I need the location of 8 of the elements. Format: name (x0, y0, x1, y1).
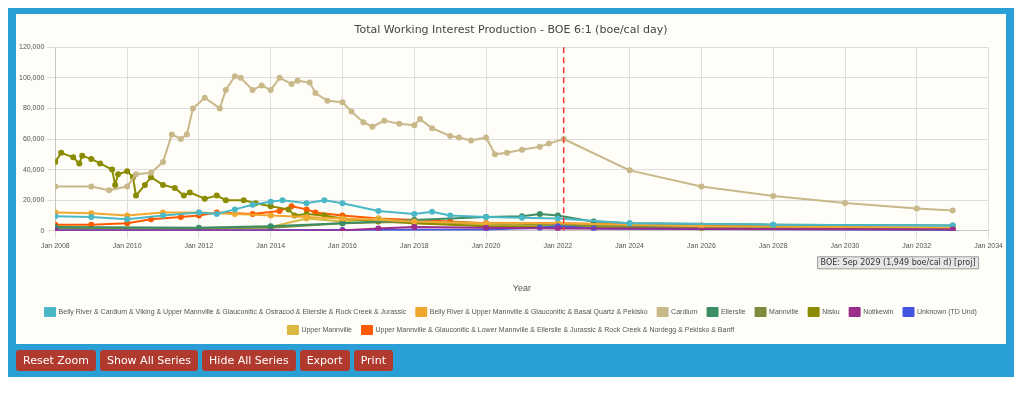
chart-title: Total Working Interest Production - BOE 6:1 (boe/cal day) (353, 23, 668, 37)
text: Print (353, 350, 393, 371)
text: Export (299, 350, 350, 371)
text: Hide All Series (202, 350, 296, 371)
text: Show All Series (99, 350, 199, 371)
text: BOE: Sep 2029 (1,949 boe/cal d) [proj] (820, 257, 976, 267)
x-axis-title: Year (512, 283, 532, 294)
text: Reset Zoom (16, 350, 96, 371)
